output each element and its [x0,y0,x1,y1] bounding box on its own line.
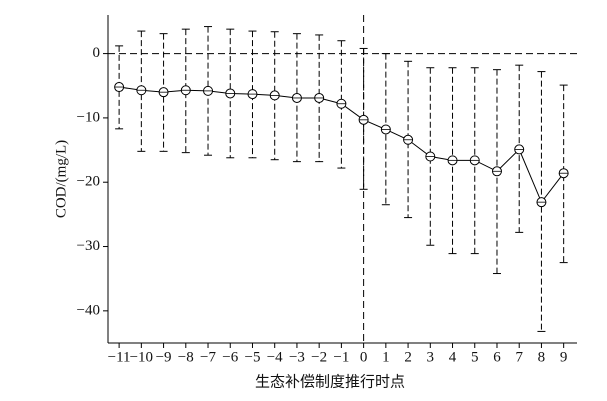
x-tick-label: −2 [311,349,327,365]
x-tick-label: 9 [560,349,568,365]
y-tick-label: −30 [77,238,100,254]
x-tick-label: 3 [427,349,435,365]
x-tick-label: −10 [130,349,153,365]
x-tick-label: 1 [382,349,390,365]
x-tick-label: −1 [333,349,349,365]
x-tick-label: −9 [156,349,172,365]
y-axis-label: COD/(mg/L) [53,140,69,218]
x-tick-label: 6 [493,349,501,365]
x-tick-label: −7 [200,349,216,365]
x-tick-label: 0 [360,349,368,365]
x-tick-label: −6 [222,349,238,365]
x-tick-label: −3 [289,349,305,365]
x-tick-label: −5 [244,349,260,365]
y-tick-label: −20 [77,174,100,190]
x-axis-label: 生态补偿制度推行时点 [255,373,405,390]
x-tick-label: −8 [178,349,194,365]
y-tick-label: −10 [77,109,100,125]
x-tick-label: 5 [471,349,479,365]
y-tick-label: 0 [93,45,101,61]
x-tick-label: 4 [449,349,457,365]
x-tick-label: −11 [108,349,131,365]
y-tick-label: −40 [77,302,100,318]
x-tick-label: 2 [404,349,412,365]
x-tick-label: −4 [267,349,283,365]
x-tick-label: 8 [538,349,546,365]
x-tick-label: 7 [515,349,523,365]
